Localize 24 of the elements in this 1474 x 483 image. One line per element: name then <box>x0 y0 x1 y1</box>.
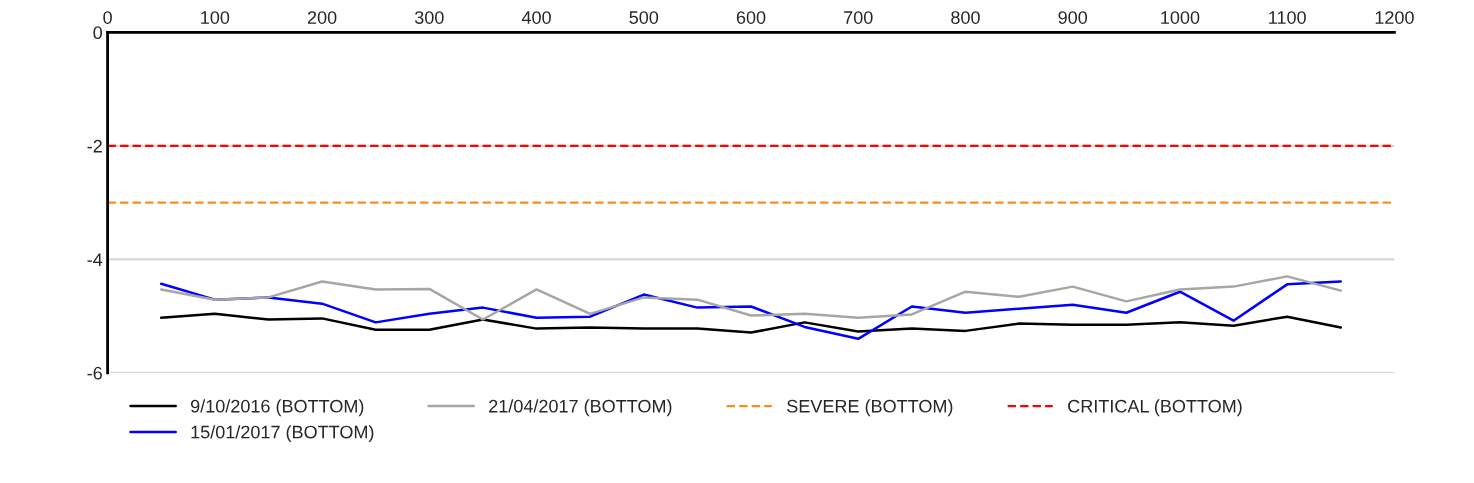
x-tick-label: 200 <box>307 11 337 24</box>
x-tick-label: 1000 <box>1161 11 1200 24</box>
x-tick-label: 400 <box>521 11 551 24</box>
x-tick-label: 900 <box>1058 11 1088 24</box>
x-tick-label: 300 <box>414 11 444 24</box>
x-tick-label: 500 <box>629 11 659 24</box>
x-tick-label: 700 <box>844 11 873 24</box>
y-tick-label: -4 <box>87 253 103 266</box>
legend-label: 21/04/2017 (BOTTOM) <box>489 399 672 417</box>
legend-label: 9/10/2016 (BOTTOM) <box>191 399 364 417</box>
line-series <box>159 275 1343 321</box>
y-tick-label: -6 <box>87 366 102 380</box>
x-tick-label: 1100 <box>1269 11 1306 24</box>
y-tick-label: -2 <box>87 139 102 153</box>
x-tick-label: 800 <box>951 11 980 24</box>
legend-label: SEVERE (BOTTOM) <box>787 399 953 417</box>
legend-label: 15/01/2017 (BOTTOM) <box>191 425 374 443</box>
line-series <box>159 312 1343 334</box>
x-tick-label: 0 <box>103 11 112 24</box>
x-tick-label: 1200 <box>1375 11 1414 24</box>
x-tick-label: 100 <box>201 11 230 24</box>
legend-label: CRITICAL (BOTTOM) <box>1068 399 1242 417</box>
y-tick-label: 0 <box>93 26 103 40</box>
x-tick-label: 600 <box>736 11 766 24</box>
